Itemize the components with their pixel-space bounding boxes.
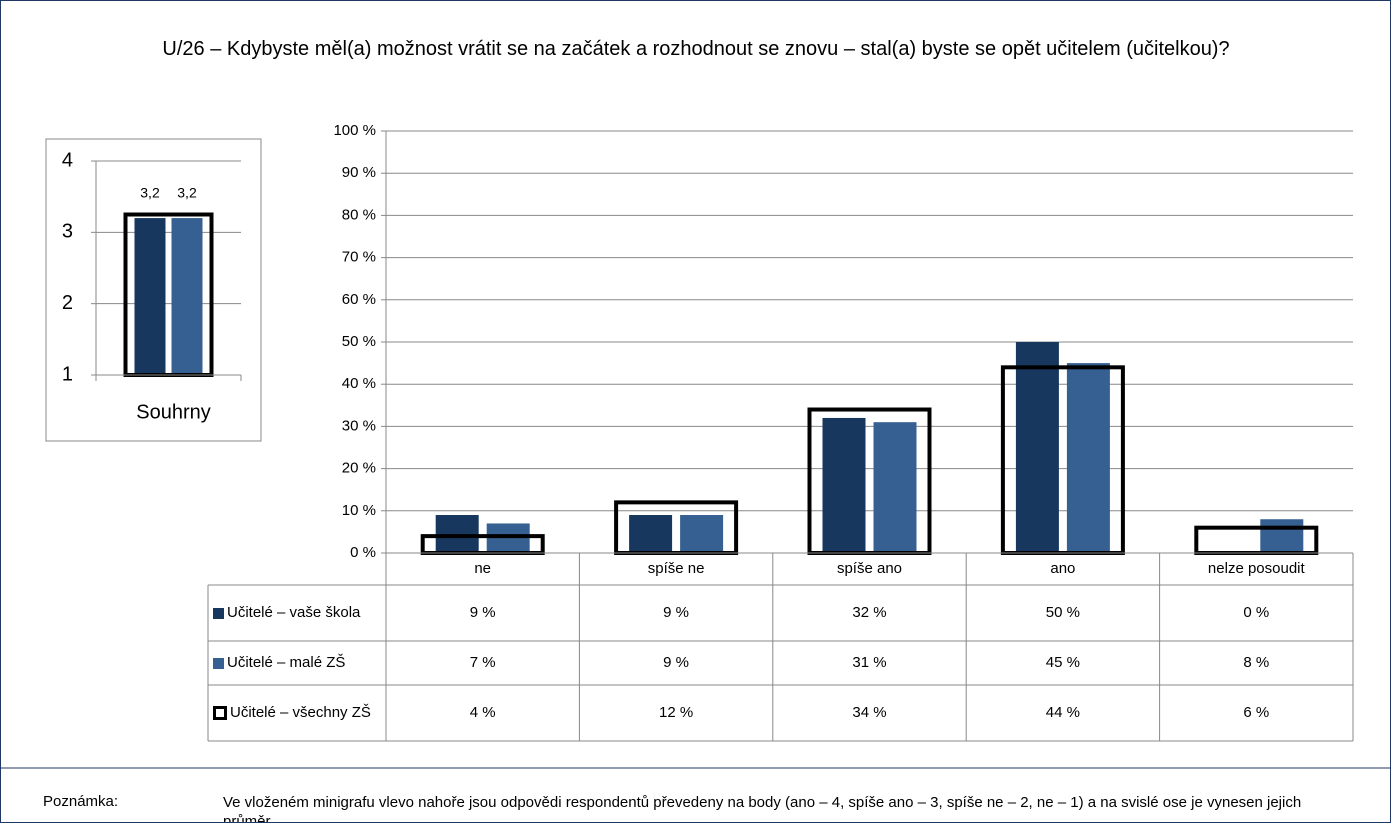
legend-label: Učitelé – všechny ZŠ <box>230 704 371 721</box>
legend-entry: Učitelé – všechny ZŠ <box>213 685 383 741</box>
y-tick-label: 0 % <box>350 544 376 561</box>
y-tick-label: 3 <box>62 221 73 243</box>
data-label: 3,2 <box>140 185 160 201</box>
x-tick-label: ano <box>1050 560 1075 577</box>
table-value: 4 % <box>470 704 496 721</box>
bar <box>873 422 917 553</box>
table-value: 0 % <box>1243 604 1269 621</box>
x-tick-label: nelze posoudit <box>1208 560 1306 577</box>
legend-entry: Učitelé – malé ZŠ <box>213 641 383 685</box>
bar <box>1015 342 1059 553</box>
y-tick-label: 50 % <box>342 333 376 350</box>
chart-title: U/26 – Kdybyste měl(a) možnost vrátit se… <box>162 38 1230 60</box>
table-value: 9 % <box>470 604 496 621</box>
table-value: 34 % <box>852 704 886 721</box>
bar <box>171 218 203 375</box>
x-tick-label: ne <box>474 560 491 577</box>
y-tick-label: 4 <box>62 149 73 171</box>
x-tick-label: Souhrny <box>136 401 211 423</box>
x-tick-label: spíše ne <box>648 560 705 577</box>
bar <box>486 523 530 553</box>
y-tick-label: 20 % <box>342 460 376 477</box>
legend-label: Učitelé – malé ZŠ <box>227 654 346 671</box>
y-tick-label: 90 % <box>342 164 376 181</box>
legend-label: Učitelé – vaše škola <box>227 604 361 621</box>
y-tick-label: 40 % <box>342 375 376 392</box>
x-tick-label: spíše ano <box>837 560 902 577</box>
y-tick-label: 2 <box>62 292 73 314</box>
y-tick-label: 1 <box>62 363 73 385</box>
table-value: 45 % <box>1046 654 1080 671</box>
table-value: 12 % <box>659 704 693 721</box>
y-tick-label: 80 % <box>342 206 376 223</box>
y-tick-label: 60 % <box>342 291 376 308</box>
table-value: 32 % <box>852 604 886 621</box>
y-tick-label: 70 % <box>342 249 376 266</box>
table-value: 9 % <box>663 654 689 671</box>
bar <box>1260 519 1304 553</box>
bar <box>822 417 866 553</box>
bar <box>629 515 673 553</box>
table-value: 7 % <box>470 654 496 671</box>
table-value: 31 % <box>852 654 886 671</box>
bar <box>435 515 479 553</box>
legend-entry: Učitelé – vaše škola <box>213 585 383 641</box>
table-value: 44 % <box>1046 704 1080 721</box>
y-tick-label: 30 % <box>342 417 376 434</box>
y-tick-label: 100 % <box>333 122 376 139</box>
legend-swatch <box>213 657 224 669</box>
table-value: 50 % <box>1046 604 1080 621</box>
legend-swatch <box>213 706 227 720</box>
bar <box>680 515 724 553</box>
y-tick-label: 10 % <box>342 502 376 519</box>
note-label: Poznámka: <box>43 793 119 810</box>
note-text: Ve vloženém minigrafu vlevo nahoře jsou … <box>223 794 1302 823</box>
bar <box>134 218 166 375</box>
table-value: 9 % <box>663 604 689 621</box>
data-label: 3,2 <box>177 185 197 201</box>
bar <box>1066 363 1110 553</box>
legend-swatch <box>213 607 224 619</box>
table-value: 8 % <box>1243 654 1269 671</box>
table-value: 6 % <box>1243 704 1269 721</box>
